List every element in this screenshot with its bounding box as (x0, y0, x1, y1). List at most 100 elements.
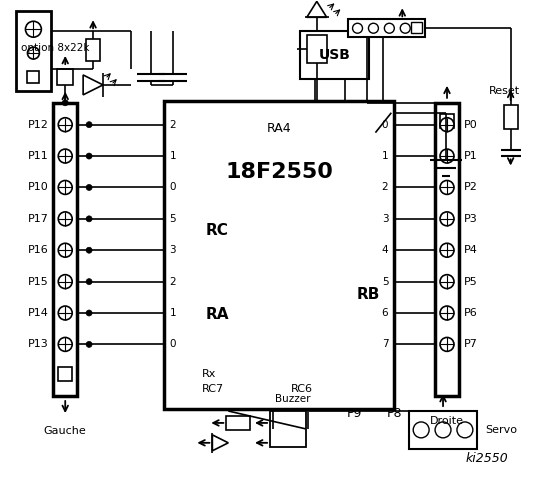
Text: RC6: RC6 (290, 384, 312, 394)
Text: P17: P17 (28, 214, 48, 224)
Text: USB: USB (319, 48, 351, 62)
Circle shape (440, 306, 454, 320)
Text: 1: 1 (170, 308, 176, 318)
Bar (226, 416, 250, 430)
Bar (300, 31, 369, 79)
Text: 5: 5 (170, 214, 176, 224)
Text: Droite: Droite (430, 416, 464, 426)
Text: option 8x22k: option 8x22k (21, 43, 90, 53)
Bar (504, 105, 518, 129)
Circle shape (28, 47, 39, 59)
Bar (28, 71, 39, 83)
Text: 18F2550: 18F2550 (225, 162, 333, 182)
Circle shape (440, 180, 454, 194)
Text: P0: P0 (464, 120, 478, 130)
Text: 2: 2 (170, 276, 176, 287)
Circle shape (440, 337, 454, 351)
Circle shape (62, 100, 68, 106)
Text: P9: P9 (347, 408, 362, 420)
Circle shape (86, 153, 92, 159)
Circle shape (86, 184, 92, 191)
Circle shape (413, 422, 429, 438)
Circle shape (440, 118, 454, 132)
Bar (86, 39, 100, 61)
Circle shape (440, 149, 454, 163)
Circle shape (58, 275, 72, 288)
Text: 3: 3 (170, 245, 176, 255)
Text: RC7: RC7 (201, 384, 223, 394)
Circle shape (25, 21, 41, 37)
Text: P8: P8 (387, 408, 402, 420)
Text: P6: P6 (464, 308, 478, 318)
Text: P16: P16 (28, 245, 48, 255)
Text: 0: 0 (170, 182, 176, 192)
Text: 0: 0 (382, 120, 388, 130)
Text: ki2550: ki2550 (466, 452, 509, 465)
Circle shape (86, 310, 92, 316)
Text: 0: 0 (170, 339, 176, 349)
Text: RB: RB (357, 287, 380, 302)
Bar (15, 12, 51, 91)
Text: 7: 7 (382, 339, 388, 349)
Text: Reset: Reset (489, 86, 520, 96)
Circle shape (86, 247, 92, 253)
Bar (58, 69, 73, 85)
Circle shape (58, 180, 72, 194)
Text: P2: P2 (464, 182, 478, 192)
Text: 6: 6 (382, 308, 388, 318)
Text: Rx: Rx (201, 369, 216, 379)
Text: 1: 1 (382, 151, 388, 161)
Circle shape (58, 243, 72, 257)
Text: P1: P1 (464, 151, 478, 161)
Circle shape (58, 306, 72, 320)
Bar (440, 114, 454, 128)
Text: P12: P12 (28, 120, 48, 130)
Circle shape (58, 212, 72, 226)
Circle shape (440, 275, 454, 288)
Bar (58, 367, 72, 381)
Bar (409, 411, 477, 449)
Text: RA: RA (205, 307, 229, 322)
Circle shape (86, 341, 92, 348)
Text: Gauche: Gauche (44, 426, 87, 436)
Circle shape (457, 422, 473, 438)
Text: RA4: RA4 (267, 122, 291, 135)
Text: P4: P4 (464, 245, 478, 255)
Bar (53, 103, 77, 396)
Text: 5: 5 (382, 276, 388, 287)
Text: P14: P14 (28, 308, 48, 318)
Circle shape (384, 23, 394, 33)
Circle shape (86, 122, 92, 128)
Bar (164, 101, 394, 409)
Circle shape (58, 149, 72, 163)
Circle shape (435, 422, 451, 438)
Bar (435, 103, 459, 396)
Bar (411, 22, 422, 33)
Text: P5: P5 (464, 276, 478, 287)
Bar (307, 35, 327, 63)
Text: 2: 2 (382, 182, 388, 192)
Text: RC: RC (205, 223, 228, 238)
Bar (348, 19, 425, 37)
Circle shape (58, 337, 72, 351)
Circle shape (86, 216, 92, 222)
Circle shape (86, 278, 92, 285)
Text: 2: 2 (170, 120, 176, 130)
Circle shape (400, 23, 410, 33)
Text: P15: P15 (28, 276, 48, 287)
Text: Buzzer: Buzzer (275, 394, 311, 404)
Bar (270, 411, 306, 447)
Circle shape (440, 243, 454, 257)
Circle shape (58, 118, 72, 132)
Text: 4: 4 (382, 245, 388, 255)
Text: 1: 1 (170, 151, 176, 161)
Circle shape (368, 23, 378, 33)
Circle shape (353, 23, 363, 33)
Text: P3: P3 (464, 214, 478, 224)
Text: P7: P7 (464, 339, 478, 349)
Text: 3: 3 (382, 214, 388, 224)
Text: P11: P11 (28, 151, 48, 161)
Text: P13: P13 (28, 339, 48, 349)
Circle shape (440, 212, 454, 226)
Text: P10: P10 (28, 182, 48, 192)
